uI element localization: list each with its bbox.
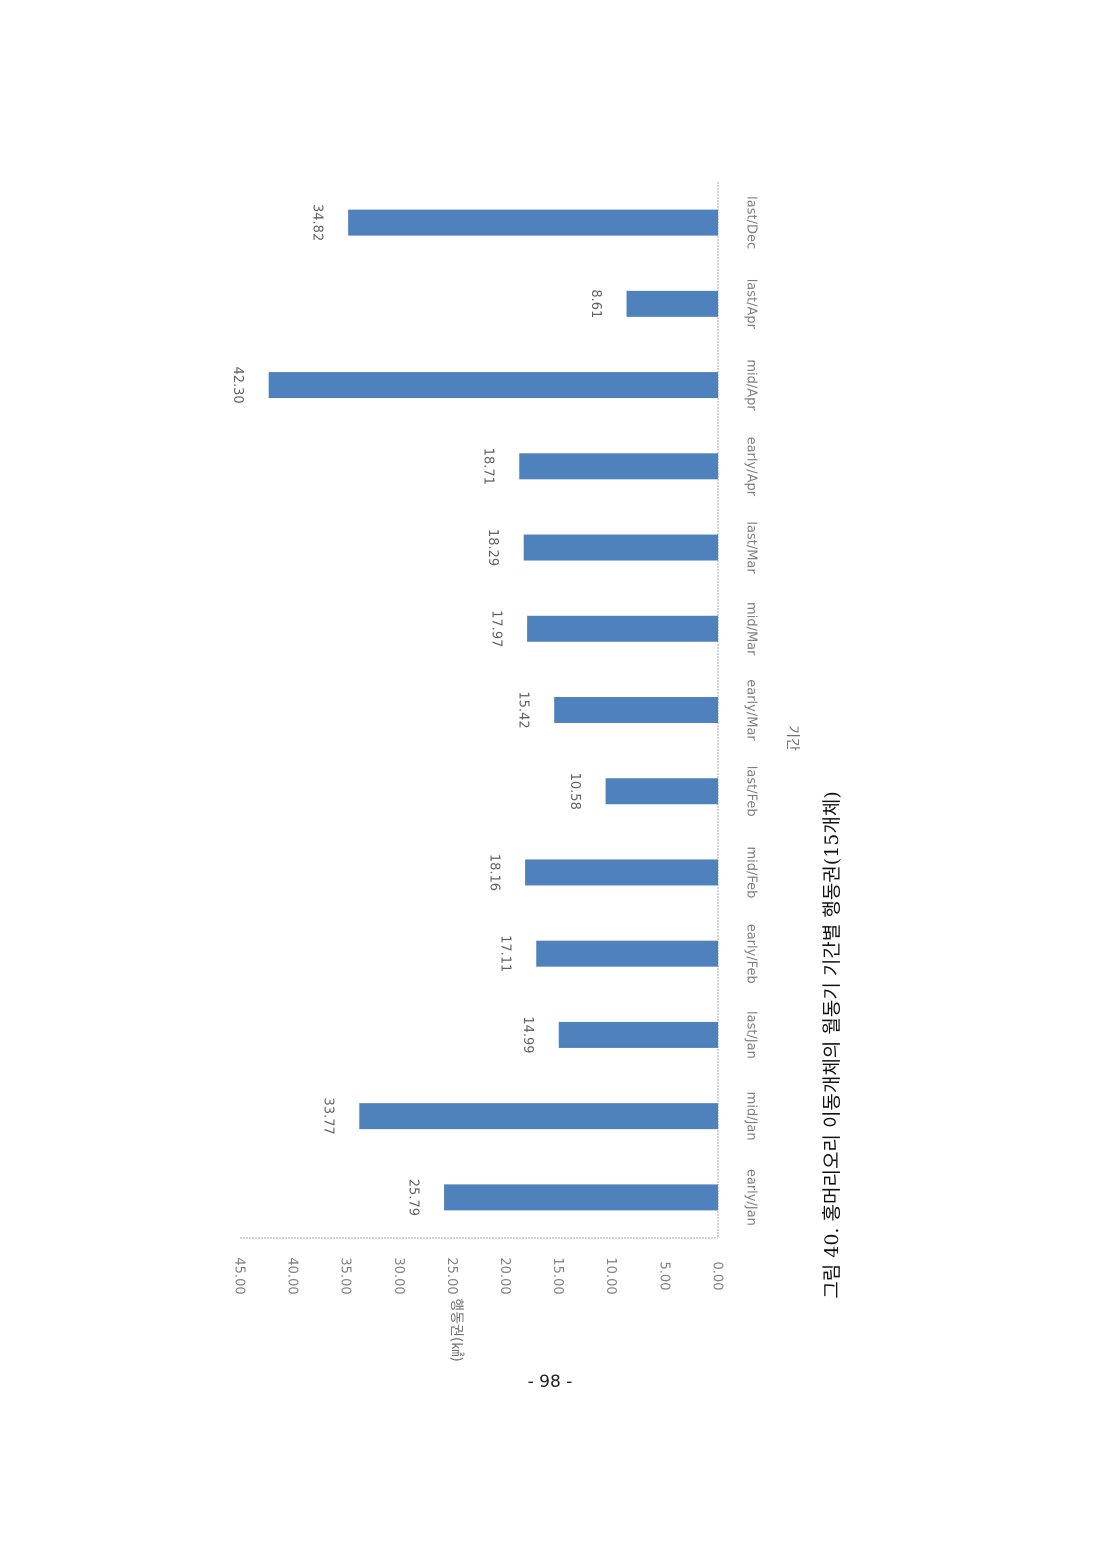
value-label-lastDec: 34.82 — [310, 204, 325, 241]
plot-area: 25.79 33.77 14.99 17.11 18.16 10.58 15.42 17.97… — [230, 182, 758, 1295]
value-label-lastJan: 14.99 — [520, 1016, 535, 1053]
x-tick-earlyFeb: early/Feb — [743, 924, 758, 984]
bar-midApr — [268, 372, 718, 399]
bars — [268, 209, 718, 1211]
bar-midMar — [527, 615, 718, 642]
bar-midFeb — [525, 859, 718, 886]
y-tick-5: 25.00 — [444, 1257, 459, 1294]
x-tick-lastFeb: last/Feb — [743, 766, 758, 817]
y-tick-2: 10.00 — [603, 1257, 618, 1294]
y-tick-0: 0.00 — [709, 1262, 724, 1291]
value-label-earlyJan: 25.79 — [406, 1179, 421, 1216]
figure-caption: 그림 40. 홍머리오리 이동개체의 월동기 기간별 행동권(15개체) — [821, 791, 843, 1299]
y-tick-4: 20.00 — [497, 1257, 512, 1294]
bar-midJan — [359, 1103, 718, 1130]
y-tick-1: 5.00 — [656, 1262, 671, 1291]
y-tick-3: 15.00 — [550, 1257, 565, 1294]
value-label-earlyFeb: 17.11 — [498, 935, 513, 972]
value-label-midApr: 42.30 — [230, 366, 245, 403]
x-tick-midFeb: mid/Feb — [743, 846, 758, 898]
x-tick-lastJan: last/Jan — [743, 1011, 758, 1059]
value-label-midMar: 17.97 — [489, 610, 504, 647]
value-label-earlyMar: 15.42 — [516, 691, 531, 728]
value-label-midFeb: 18.16 — [487, 854, 502, 891]
x-tick-earlyJan: early/Jan — [743, 1169, 758, 1226]
x-tick-earlyApr: early/Apr — [743, 437, 758, 497]
y-axis-title: 행동권(㎢) — [448, 1298, 464, 1362]
value-label-midJan: 33.77 — [321, 1098, 336, 1135]
y-tick-6: 30.00 — [391, 1257, 406, 1294]
value-label-lastApr: 8.61 — [588, 289, 603, 318]
bar-lastJan — [558, 1021, 718, 1048]
bar-lastMar — [523, 534, 718, 561]
bar-lastApr — [626, 290, 718, 317]
bar-earlyApr — [519, 453, 718, 480]
x-tick-midJan: mid/Jan — [743, 1092, 758, 1141]
x-tick-lastApr: last/Apr — [743, 279, 758, 330]
y-tick-7: 35.00 — [338, 1257, 353, 1294]
value-label-earlyApr: 18.71 — [481, 448, 496, 485]
x-tick-earlyMar: early/Mar — [743, 679, 758, 741]
value-label-lastFeb: 10.58 — [567, 773, 582, 810]
x-tick-midMar: mid/Mar — [743, 602, 758, 656]
x-tick-midApr: mid/Apr — [743, 359, 758, 411]
page-number: - 98 - — [527, 1372, 573, 1392]
y-tick-8: 40.00 — [285, 1257, 300, 1294]
value-labels: 25.79 33.77 14.99 17.11 18.16 10.58 15.42 17.97… — [230, 204, 603, 1216]
y-tick-9: 45.00 — [231, 1257, 246, 1294]
bar-earlyJan — [444, 1184, 718, 1211]
bar-earlyMar — [554, 697, 718, 723]
bar-lastFeb — [605, 778, 718, 805]
value-label-lastMar: 18.29 — [485, 529, 500, 566]
bar-lastDec — [348, 209, 718, 236]
bar-earlyFeb — [536, 940, 718, 967]
y-tick-labels: 0.00 5.00 10.00 15.00 20.00 25.00 30.00 35.00 40… — [231, 1257, 724, 1294]
x-tick-labels: early/Jan mid/Jan last/Jan early/Feb mid/Feb… — [743, 196, 758, 1226]
x-tick-lastDec: last/Dec — [743, 196, 758, 249]
x-tick-lastMar: last/Mar — [743, 521, 758, 574]
x-axis-title: 기간 — [784, 725, 800, 751]
